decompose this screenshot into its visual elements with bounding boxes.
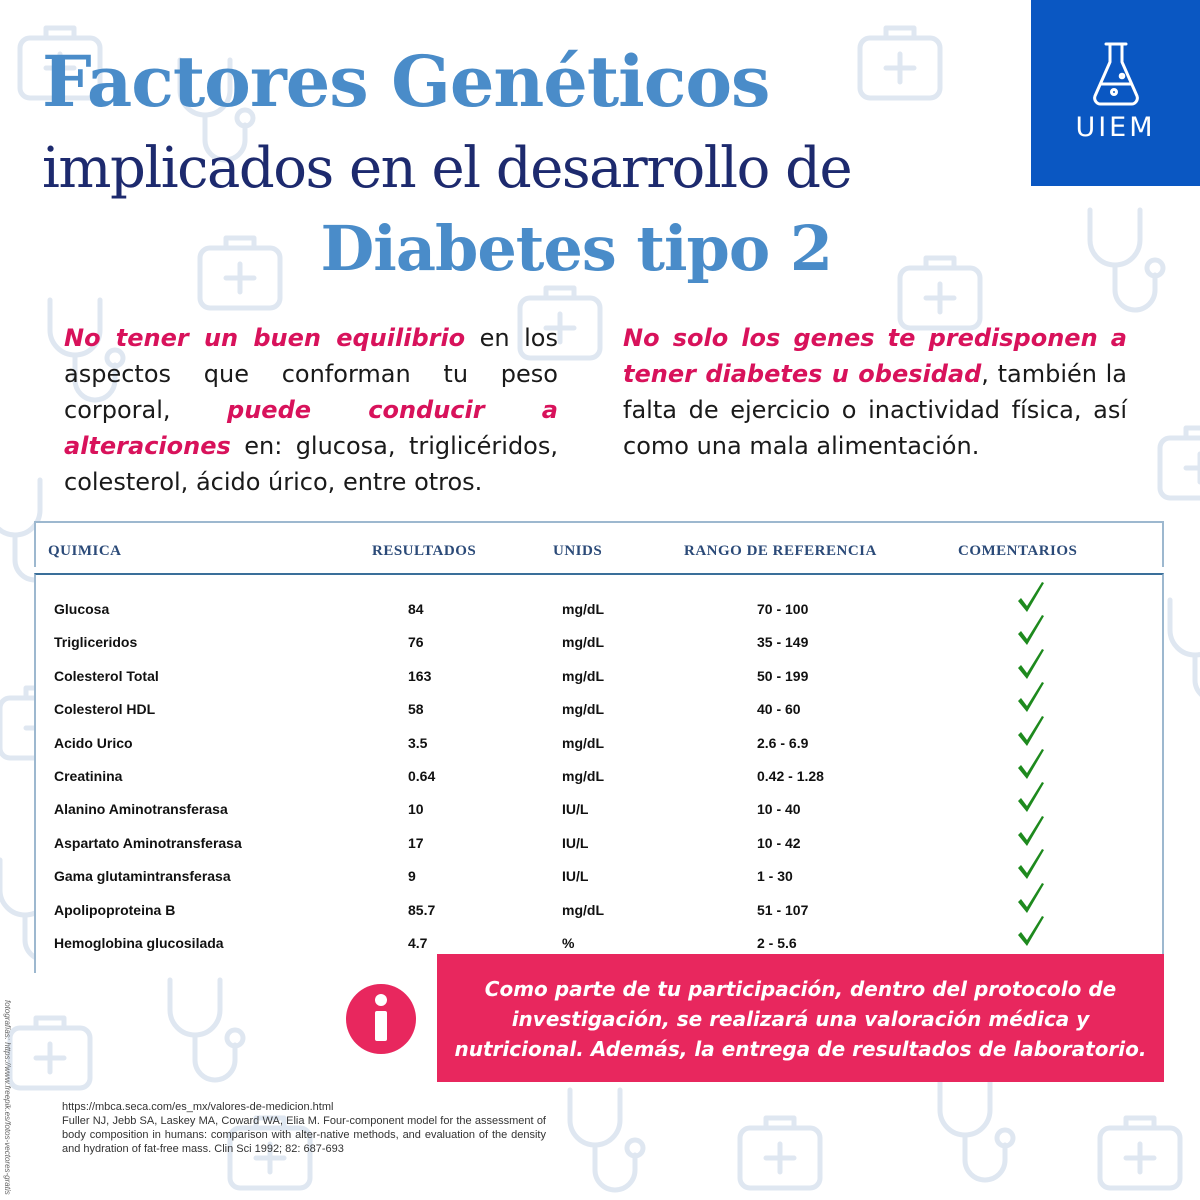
cell-range: 10 - 42 bbox=[757, 834, 801, 851]
lab-results-table: QUIMICA RESULTADOS UNIDS RANGO DE REFERE… bbox=[34, 521, 1164, 973]
reference-url: https://mbca.seca.com/es_mx/valores-de-m… bbox=[62, 1101, 334, 1113]
table-row: Aspartato Aminotransferasa 17 IU/L 10 - 42 bbox=[36, 815, 1162, 859]
cell-chemistry: Hemoglobina glucosilada bbox=[54, 935, 224, 951]
title-line-3: Diabetes tipo 2 bbox=[320, 212, 834, 285]
title-line-1: Factores Genéticos bbox=[42, 40, 770, 123]
reference-citation: Fuller NJ, Jebb SA, Laskey MA, Coward WA… bbox=[62, 1115, 546, 1155]
cell-result: 58 bbox=[408, 701, 424, 718]
cell-chemistry: Gama glutamintransferasa bbox=[54, 868, 231, 885]
uiem-logo: UIEM bbox=[1031, 0, 1200, 186]
highlight-text: No tener un buen equilibrio bbox=[64, 324, 466, 352]
cell-result: 3.5 bbox=[408, 734, 428, 751]
checkmark-icon bbox=[1018, 882, 1044, 913]
highlight-text: puede conducir a alteraciones bbox=[64, 396, 559, 460]
cell-unit: mg/dL bbox=[562, 667, 604, 684]
checkmark-icon bbox=[1018, 715, 1044, 746]
cell-result: 85.7 bbox=[408, 901, 436, 918]
cell-chemistry: Apolipoproteina B bbox=[54, 901, 176, 918]
table-row: Apolipoproteina B 85.7 mg/dL 51 - 107 bbox=[36, 882, 1162, 926]
cell-unit: IU/L bbox=[562, 834, 589, 851]
table-row: Colesterol HDL 58 mg/dL 40 - 60 bbox=[36, 682, 1162, 725]
cell-range: 2 - 5.6 bbox=[757, 935, 797, 951]
header-reference-range: RANGO DE REFERENCIA bbox=[684, 543, 877, 559]
cell-chemistry: Colesterol HDL bbox=[54, 701, 156, 718]
body-text: en: glucosa, triglicéridos, colesterol, … bbox=[64, 432, 558, 496]
paragraph-left: No tener un buen equilibrio en los aspec… bbox=[64, 320, 558, 500]
cell-result: 4.7 bbox=[408, 935, 428, 951]
highlight-text: No solo los genes te predisponen a tener… bbox=[623, 324, 1127, 388]
cell-result: 9 bbox=[408, 868, 416, 885]
cell-result: 76 bbox=[408, 634, 424, 651]
cell-chemistry: Alanino Aminotransferasa bbox=[54, 801, 228, 818]
checkmark-icon bbox=[1018, 682, 1044, 713]
cell-result: 84 bbox=[408, 601, 424, 617]
checkmark-icon bbox=[1018, 849, 1044, 880]
table-row: Colesterol Total 163 mg/dL 50 - 199 bbox=[36, 648, 1162, 692]
paragraph-right: No solo los genes te predisponen a tener… bbox=[623, 320, 1127, 464]
checkmark-icon bbox=[1018, 749, 1044, 779]
cell-range: 0.42 - 1.28 bbox=[757, 768, 824, 784]
header-units: UNIDS bbox=[553, 543, 603, 559]
table-header-box: QUIMICA RESULTADOS UNIDS RANGO DE REFERE… bbox=[34, 521, 1164, 567]
cell-unit: mg/dL bbox=[562, 768, 604, 784]
checkmark-icon bbox=[1018, 615, 1044, 646]
cell-result: 17 bbox=[408, 834, 424, 851]
body-text: , también la falta de ejercicio o inacti… bbox=[623, 360, 1127, 460]
cell-unit: mg/dL bbox=[562, 634, 604, 651]
cell-chemistry: Trigliceridos bbox=[54, 634, 138, 651]
table-body: Glucosa 84 mg/dL 70 - 100 Trigliceridos 76 mg/… bbox=[34, 573, 1164, 973]
cell-unit: IU/L bbox=[562, 868, 589, 885]
cell-chemistry: Colesterol Total bbox=[54, 667, 159, 684]
cell-range: 35 - 149 bbox=[757, 634, 809, 651]
cell-result: 10 bbox=[408, 801, 424, 818]
cell-chemistry: Acido Urico bbox=[54, 734, 133, 751]
cell-unit: mg/dL bbox=[562, 734, 604, 751]
table-row: Trigliceridos 76 mg/dL 35 - 149 bbox=[36, 615, 1162, 658]
header-comments: COMENTARIOS bbox=[958, 543, 1078, 559]
logo-text: UIEM bbox=[1075, 112, 1156, 143]
cell-unit: mg/dL bbox=[562, 701, 604, 718]
cell-range: 2.6 - 6.9 bbox=[757, 734, 809, 751]
table-row: Alanino Aminotransferasa 10 IU/L 10 - 40 bbox=[36, 782, 1162, 825]
table-row: Acido Urico 3.5 mg/dL 2.6 - 6.9 bbox=[36, 715, 1162, 759]
checkmark-icon bbox=[1018, 782, 1044, 813]
cell-range: 51 - 107 bbox=[757, 901, 809, 918]
cell-range: 40 - 60 bbox=[757, 701, 801, 718]
cell-range: 50 - 199 bbox=[757, 667, 809, 684]
photo-credit: fotografías: https://www.freepik.es/foto… bbox=[2, 1000, 14, 1200]
photo-credit-text: fotografías: https://www.freepik.es/foto… bbox=[3, 1000, 12, 1195]
cell-unit: % bbox=[562, 935, 575, 951]
body-text: en los aspectos que conforman tu peso co… bbox=[64, 324, 558, 424]
cell-unit: mg/dL bbox=[562, 601, 604, 617]
checkmark-icon bbox=[1018, 815, 1044, 846]
table-row: Gama glutamintransferasa 9 IU/L 1 - 30 bbox=[36, 849, 1162, 892]
title-line-2: implicados en el desarrollo de bbox=[42, 136, 853, 201]
checkmark-icon bbox=[1018, 916, 1044, 946]
cell-range: 1 - 30 bbox=[757, 868, 793, 885]
cell-unit: mg/dL bbox=[562, 901, 604, 918]
cell-unit: IU/L bbox=[562, 801, 589, 818]
header-results: RESULTADOS bbox=[372, 543, 477, 559]
cell-result: 163 bbox=[408, 667, 432, 684]
header-chemistry: QUIMICA bbox=[48, 543, 122, 559]
info-text: Como parte de tu participación, dentro d… bbox=[454, 977, 1147, 1061]
checkmark-icon bbox=[1018, 582, 1044, 612]
references: https://mbca.seca.com/es_mx/valores-de-m… bbox=[62, 1100, 546, 1156]
flask-icon bbox=[1093, 42, 1139, 106]
table-row: Hemoglobina glucosilada 4.7% 2 - 5.6 bbox=[36, 916, 1162, 959]
info-box: Como parte de tu participación, dentro d… bbox=[437, 954, 1164, 1082]
cell-range: 70 - 100 bbox=[757, 601, 809, 617]
table-row: Glucosa 84 mg/dL 70 - 100 bbox=[36, 582, 1162, 625]
cell-result: 0.64 bbox=[408, 768, 436, 784]
cell-chemistry: Glucosa bbox=[54, 601, 110, 617]
info-icon bbox=[346, 984, 416, 1054]
cell-range: 10 - 40 bbox=[757, 801, 801, 818]
cell-chemistry: Aspartato Aminotransferasa bbox=[54, 834, 242, 851]
checkmark-icon bbox=[1018, 648, 1044, 679]
table-row: Creatinina 0.64 mg/dL 0.42 - 1.28 bbox=[36, 749, 1162, 792]
cell-chemistry: Creatinina bbox=[54, 768, 123, 784]
